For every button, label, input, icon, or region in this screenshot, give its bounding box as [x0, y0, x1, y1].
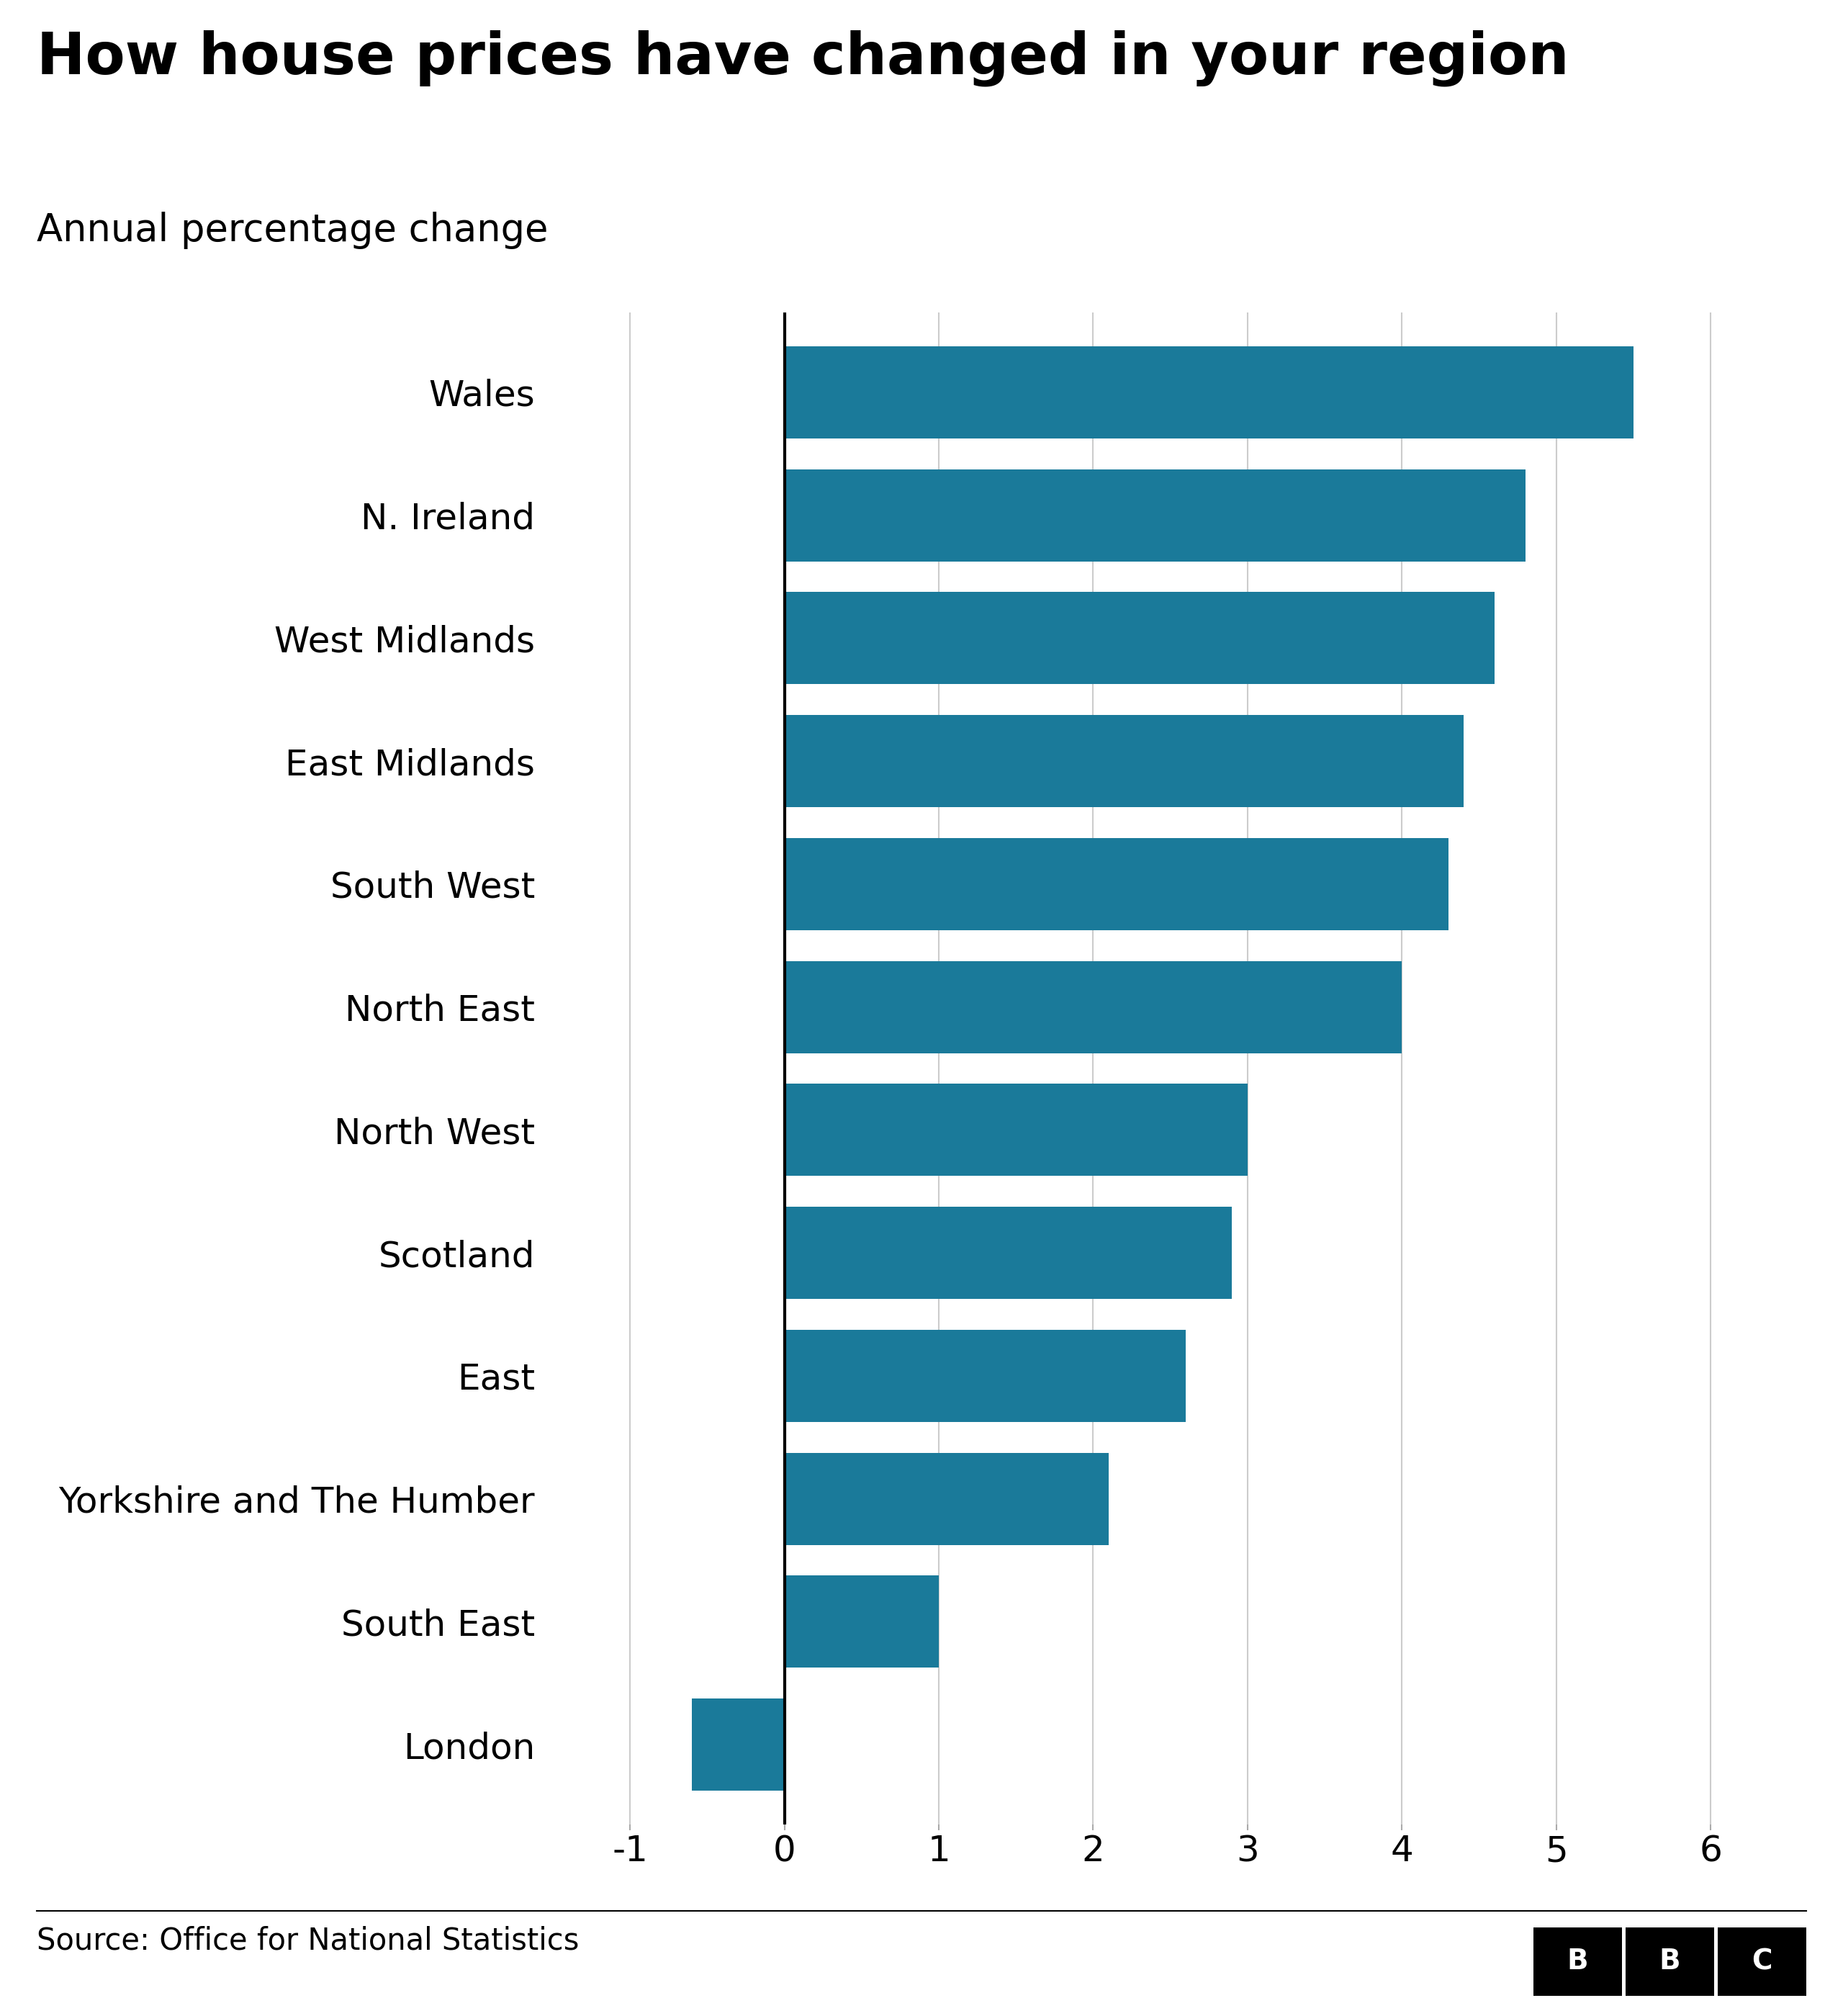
- Text: Source: Office for National Statistics: Source: Office for National Statistics: [37, 1925, 579, 1956]
- Bar: [785, 839, 1449, 929]
- Bar: [785, 716, 1463, 806]
- Bar: [785, 470, 1526, 560]
- Text: B: B: [1659, 1947, 1681, 1976]
- Bar: [785, 1085, 1248, 1175]
- Bar: [785, 347, 1633, 439]
- Text: B: B: [1567, 1947, 1589, 1976]
- Bar: [785, 1577, 938, 1667]
- Bar: [785, 593, 1495, 683]
- Bar: [785, 962, 1403, 1052]
- Text: C: C: [1751, 1947, 1773, 1976]
- Text: Annual percentage change: Annual percentage change: [37, 212, 547, 250]
- Bar: [785, 1331, 1185, 1421]
- Text: How house prices have changed in your region: How house prices have changed in your re…: [37, 30, 1568, 87]
- Bar: [785, 1208, 1231, 1298]
- Bar: [785, 1454, 1109, 1544]
- Bar: [691, 1697, 785, 1790]
